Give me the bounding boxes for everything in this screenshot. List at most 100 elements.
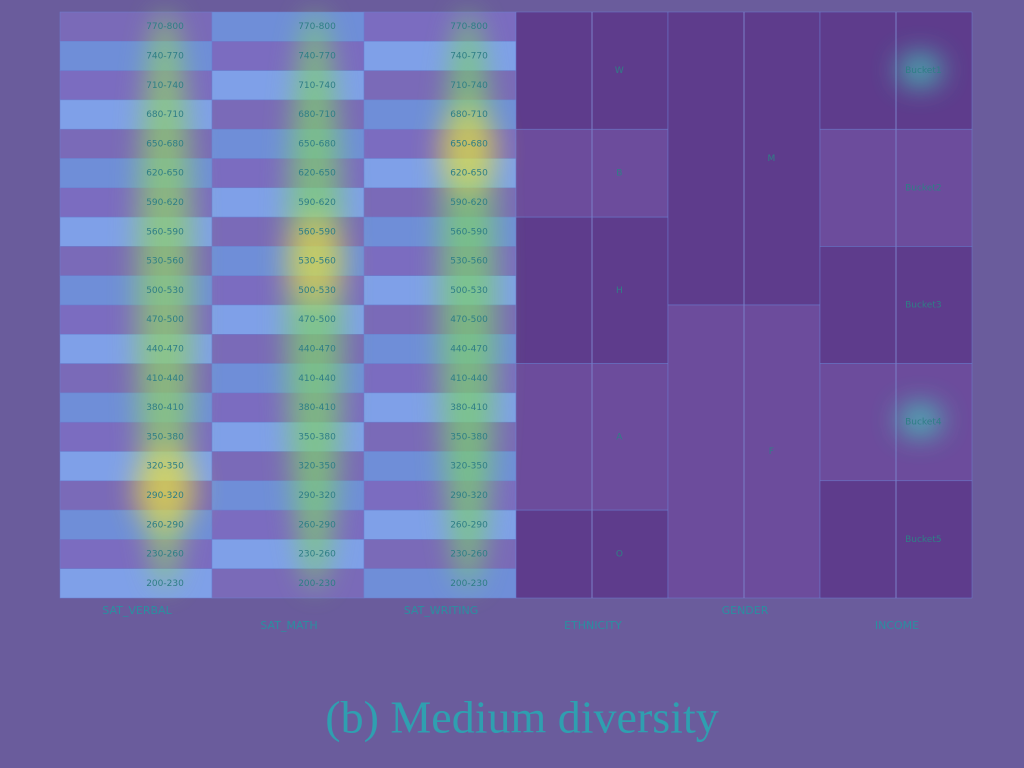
cell-label: 290-320 xyxy=(146,491,184,501)
cell xyxy=(363,421,517,452)
cell-label: 200-230 xyxy=(146,579,184,589)
cell-label: 500-530 xyxy=(450,286,488,296)
cell-label: 620-650 xyxy=(450,169,488,179)
group-label: Bucket1 xyxy=(905,66,942,76)
group-label: B xyxy=(616,169,622,179)
cell-label: 560-590 xyxy=(450,227,488,237)
group-label: H xyxy=(616,286,623,296)
cell xyxy=(211,568,365,599)
cell-label: 680-710 xyxy=(450,110,488,120)
cell-label: 500-530 xyxy=(298,286,336,296)
cell-label: 530-560 xyxy=(146,257,184,267)
cell-label: 710-740 xyxy=(450,81,488,91)
cell-label: 440-470 xyxy=(298,344,336,354)
cell-label: 590-620 xyxy=(298,198,336,208)
cell-label: 380-410 xyxy=(146,403,184,413)
cell-label: 770-800 xyxy=(298,22,336,32)
group-label: M xyxy=(767,154,775,164)
cell-label: 470-500 xyxy=(298,315,336,325)
cell xyxy=(59,539,213,569)
group-label: Bucket3 xyxy=(905,301,942,311)
cell xyxy=(363,539,517,569)
cell-label: 620-650 xyxy=(146,169,184,179)
cell xyxy=(363,509,517,540)
cell-label: 290-320 xyxy=(450,491,488,501)
cell xyxy=(59,509,213,540)
cell xyxy=(211,451,365,482)
cell-label: 410-440 xyxy=(146,374,184,384)
cell-label: 500-530 xyxy=(146,286,184,296)
column-header: GENDER xyxy=(722,604,769,617)
group-label: Bucket4 xyxy=(905,418,942,428)
cell-label: 350-380 xyxy=(146,432,184,442)
cell xyxy=(363,480,517,511)
cell-label: 560-590 xyxy=(146,227,184,237)
cell-label: 530-560 xyxy=(450,257,488,267)
group-label: W xyxy=(615,66,624,76)
cell xyxy=(211,128,365,159)
cell xyxy=(211,509,365,540)
cell-label: 470-500 xyxy=(450,315,488,325)
heat-blob xyxy=(135,450,195,530)
cell xyxy=(363,11,517,42)
cell xyxy=(363,41,517,71)
heat-blob xyxy=(287,220,343,300)
cell-label: 560-590 xyxy=(298,227,336,237)
column-header: SAT_MATH xyxy=(260,619,317,632)
cell-label: 320-350 xyxy=(450,462,488,472)
cell-label: 320-350 xyxy=(146,462,184,472)
cell-label: 260-290 xyxy=(450,520,488,530)
cell xyxy=(363,451,517,482)
cell-label: 740-770 xyxy=(450,51,488,61)
cell xyxy=(59,11,213,42)
cell-label: 710-740 xyxy=(298,81,336,91)
cell xyxy=(363,99,517,130)
cell-label: 410-440 xyxy=(298,374,336,384)
column-header: SAT_VERBAL xyxy=(102,604,172,617)
cell-label: 590-620 xyxy=(146,198,184,208)
cell-label: 260-290 xyxy=(146,520,184,530)
cell-label: 260-290 xyxy=(298,520,336,530)
cell-label: 380-410 xyxy=(450,403,488,413)
heat-blob xyxy=(898,54,942,86)
cell-label: 350-380 xyxy=(298,432,336,442)
cell xyxy=(59,128,213,159)
heat-blob xyxy=(898,404,942,436)
cell-label: 710-740 xyxy=(146,81,184,91)
heat-overlay xyxy=(135,10,942,590)
heat-blob xyxy=(440,110,496,190)
cell-label: 650-680 xyxy=(298,139,336,149)
group-label: A xyxy=(616,432,623,442)
cell xyxy=(211,421,365,452)
cell xyxy=(211,99,365,130)
cell-label: 470-500 xyxy=(146,315,184,325)
cell-label: 230-260 xyxy=(298,550,336,560)
cell xyxy=(211,11,365,42)
cell xyxy=(59,568,213,599)
labels: 770-800 740-770 710-740 680-710 650-680 620-6… xyxy=(102,22,942,632)
group-label: F xyxy=(769,447,774,457)
cell-label: 680-710 xyxy=(146,110,184,120)
cell xyxy=(211,480,365,511)
cell-label: 650-680 xyxy=(450,139,488,149)
cell-label: 350-380 xyxy=(450,432,488,442)
heat-blob xyxy=(440,10,496,590)
table xyxy=(59,11,973,599)
cell-label: 650-680 xyxy=(146,139,184,149)
cell-label: 290-320 xyxy=(298,491,336,501)
cell-label: 230-260 xyxy=(146,550,184,560)
heat-blob xyxy=(137,10,193,590)
cell-label: 320-350 xyxy=(298,462,336,472)
cell-label: 740-770 xyxy=(146,51,184,61)
cell xyxy=(211,70,365,101)
cell xyxy=(363,568,517,599)
column-header: SAT_WRITING xyxy=(404,604,479,617)
cell-label: 620-650 xyxy=(298,169,336,179)
cell-label: 590-620 xyxy=(450,198,488,208)
column-header: ETHNICITY xyxy=(564,619,622,632)
group-label: O xyxy=(616,550,623,560)
group-label: Bucket2 xyxy=(905,183,942,193)
column-header: INCOME xyxy=(875,619,919,632)
